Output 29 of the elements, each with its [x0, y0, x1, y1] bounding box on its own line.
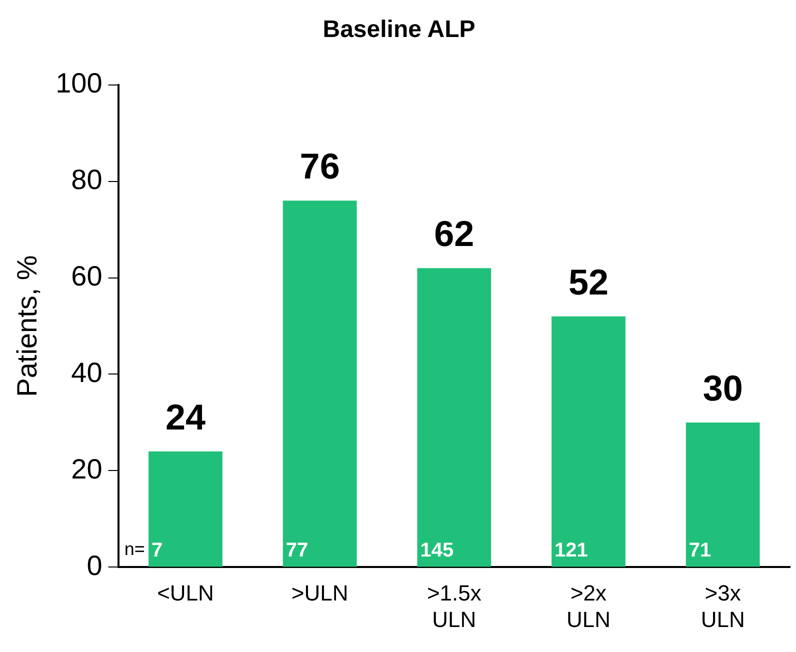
annotation: 145 — [420, 540, 454, 562]
bar — [282, 200, 357, 567]
y-tick-label: 40 — [71, 356, 102, 388]
annotation: 71 — [688, 540, 712, 562]
y-tick-label: 100 — [56, 68, 102, 99]
annotation: n= — [124, 539, 145, 560]
x-tick-label: <ULN — [157, 580, 214, 606]
x-tick-label: >3x ULN — [700, 580, 745, 632]
annotation: 121 — [554, 540, 588, 562]
data-label: 52 — [568, 261, 609, 302]
x-tick-label: >ULN — [291, 580, 348, 606]
data-label: 76 — [300, 146, 340, 186]
annotation: 7 — [152, 540, 163, 562]
y-tick-label: 60 — [71, 260, 102, 292]
bar — [552, 316, 626, 567]
bar — [686, 422, 760, 567]
y-tick-label: 0 — [86, 550, 102, 581]
annotation: 77 — [286, 540, 308, 562]
bar — [148, 451, 222, 567]
y-axis-title: Patients, % — [12, 255, 43, 397]
y-tick-label: 80 — [71, 164, 102, 195]
bar — [417, 268, 492, 567]
data-label: 24 — [165, 396, 206, 438]
data-label: 62 — [434, 213, 474, 254]
x-tick-label: >1.5x ULN — [426, 580, 482, 632]
data-label: 30 — [702, 367, 743, 408]
chart-title: Baseline ALP — [322, 16, 476, 44]
x-tick-label: >2x ULN — [566, 580, 611, 632]
y-tick-label: 20 — [71, 453, 102, 484]
